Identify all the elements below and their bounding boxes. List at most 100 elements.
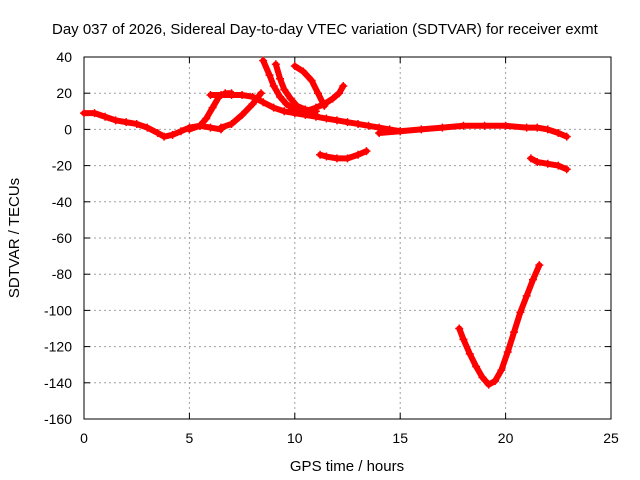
- data-point: [497, 366, 506, 375]
- data-point: [227, 89, 236, 98]
- data-point: [286, 94, 295, 103]
- data-point: [168, 130, 177, 139]
- y-tick-label: 0: [64, 121, 72, 137]
- data-point: [269, 81, 278, 90]
- data-point: [280, 107, 289, 116]
- data-point: [160, 132, 169, 141]
- data-point: [282, 100, 291, 109]
- data-point: [111, 116, 120, 125]
- data-point: [529, 275, 538, 284]
- data-point: [80, 109, 88, 118]
- y-tick-label: -100: [44, 302, 72, 318]
- y-tick-label: -20: [52, 158, 72, 174]
- data-point: [543, 159, 552, 168]
- y-tick-label: -80: [52, 266, 72, 282]
- data-point: [313, 89, 322, 98]
- data-point: [280, 85, 289, 94]
- data-point: [332, 116, 341, 125]
- data-point: [510, 328, 519, 337]
- data-point: [238, 91, 247, 100]
- x-tick-label: 25: [603, 430, 619, 446]
- data-point: [292, 101, 301, 110]
- x-tick-label: 20: [498, 430, 514, 446]
- data-point: [316, 150, 325, 159]
- data-point: [480, 121, 489, 130]
- data-point: [343, 118, 352, 127]
- data-point: [276, 92, 285, 101]
- data-point: [299, 67, 308, 76]
- data-point: [364, 121, 373, 130]
- data-point: [322, 152, 331, 161]
- data-point: [533, 123, 542, 132]
- data-point: [311, 103, 320, 112]
- data-point: [322, 114, 331, 123]
- series-arc-main-3: [375, 121, 571, 141]
- data-point: [516, 308, 525, 317]
- data-point: [206, 123, 215, 132]
- data-point: [543, 125, 552, 134]
- axis-ticks: [83, 56, 612, 420]
- data-point: [143, 123, 152, 132]
- data-point: [455, 324, 464, 333]
- y-tick-labels: -160 -140 -120 -100 -80 -60 -40 -20 0 20 40: [44, 49, 72, 427]
- data-point: [562, 132, 571, 141]
- data-point: [328, 94, 337, 103]
- data-point: [554, 129, 563, 138]
- data-point: [301, 107, 310, 116]
- data-point: [438, 123, 447, 132]
- data-point: [478, 373, 487, 382]
- data-point: [491, 376, 500, 385]
- x-tick-label: 0: [80, 430, 88, 446]
- x-tick-label: 5: [186, 430, 194, 446]
- series-arc-dip: [455, 261, 544, 389]
- data-point: [269, 103, 278, 112]
- data-point: [503, 348, 512, 357]
- data-point: [501, 121, 510, 130]
- data-point: [153, 129, 162, 138]
- data-point: [484, 380, 493, 389]
- data-point: [185, 125, 194, 134]
- y-axis-label: SDTVAR / TECUs: [6, 178, 23, 298]
- data-point: [259, 98, 268, 107]
- data-point: [257, 89, 266, 98]
- series-arc-neg-2: [526, 154, 571, 174]
- data-point: [208, 103, 217, 112]
- data-point: [90, 109, 99, 118]
- data-point: [227, 119, 236, 128]
- data-point: [522, 291, 531, 300]
- x-tick-label: 10: [287, 430, 303, 446]
- data-point: [465, 349, 474, 358]
- y-tick-label: 20: [56, 85, 72, 101]
- chart-title: Day 037 of 2026, Sidereal Day-to-day VTE…: [52, 21, 599, 38]
- data-point: [122, 118, 131, 127]
- data-point: [554, 161, 563, 170]
- data-point: [248, 100, 257, 109]
- data-point: [522, 123, 531, 132]
- data-point: [562, 165, 571, 174]
- data-point: [307, 76, 316, 85]
- y-tick-label: -140: [44, 375, 72, 391]
- data-point: [459, 335, 468, 344]
- data-point: [202, 114, 211, 123]
- data-point: [417, 125, 426, 134]
- data-point: [290, 62, 299, 71]
- data-point: [335, 89, 344, 98]
- data-point: [320, 100, 329, 109]
- data-point: [354, 119, 363, 128]
- data-point: [217, 123, 226, 132]
- data-point: [238, 110, 247, 119]
- data-point: [362, 147, 371, 156]
- data-point: [472, 362, 481, 371]
- data-point: [526, 154, 535, 163]
- series-arc-rise-2: [217, 89, 266, 132]
- data-point: [375, 129, 384, 138]
- series-line: [456, 262, 543, 388]
- y-tick-label: -40: [52, 194, 72, 210]
- y-tick-label: -120: [44, 339, 72, 355]
- data-point: [176, 127, 185, 136]
- data-point: [271, 60, 280, 69]
- data-point: [206, 91, 215, 100]
- x-axis-label: GPS time / hours: [290, 458, 404, 475]
